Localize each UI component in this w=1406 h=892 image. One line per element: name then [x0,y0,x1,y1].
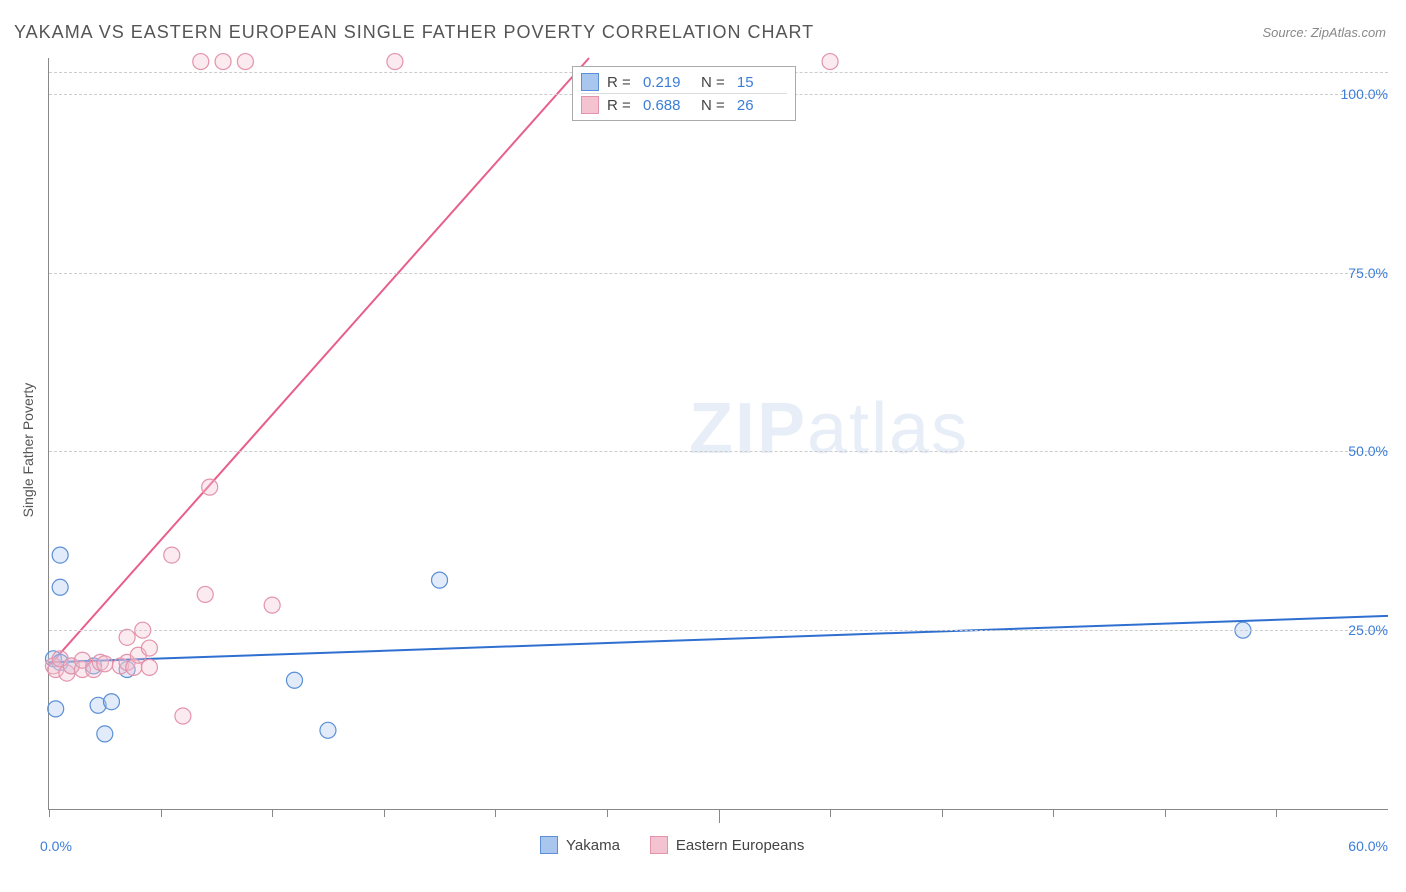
plot-area: ZIPatlas [48,58,1388,810]
n-label: N = [701,74,729,91]
legend-label-yakama: Yakama [566,837,620,854]
legend-swatch-yakama [540,836,558,854]
series-legend: Yakama Eastern Europeans [540,836,804,854]
x-tick-label-start: 0.0% [40,838,72,854]
plot-svg [49,58,1388,809]
n-value-eastern: 26 [737,97,787,114]
swatch-eastern [581,96,599,114]
y-tick-label-0: 25.0% [1348,622,1388,638]
r-value-eastern: 0.688 [643,97,693,114]
y-tick-label-2: 75.0% [1348,265,1388,281]
correlation-row-eastern: R = 0.688 N = 26 [581,93,787,116]
legend-item-yakama: Yakama [540,836,620,854]
swatch-yakama [581,73,599,91]
n-label-2: N = [701,97,729,114]
chart-container: YAKAMA VS EASTERN EUROPEAN SINGLE FATHER… [0,0,1406,892]
x-tick-label-end: 60.0% [1348,838,1388,854]
r-value-yakama: 0.219 [643,74,693,91]
r-label-2: R = [607,97,635,114]
legend-swatch-eastern [650,836,668,854]
y-axis-label: Single Father Poverty [20,383,36,518]
n-value-yakama: 15 [737,74,787,91]
legend-label-eastern: Eastern Europeans [676,837,804,854]
chart-title: YAKAMA VS EASTERN EUROPEAN SINGLE FATHER… [14,22,814,43]
r-label: R = [607,74,635,91]
y-tick-label-1: 50.0% [1348,443,1388,459]
legend-item-eastern: Eastern Europeans [650,836,804,854]
correlation-legend: R = 0.219 N = 15 R = 0.688 N = 26 [572,66,796,121]
source-attribution: Source: ZipAtlas.com [1262,25,1386,40]
correlation-row-yakama: R = 0.219 N = 15 [581,71,787,93]
y-tick-label-3: 100.0% [1341,86,1388,102]
